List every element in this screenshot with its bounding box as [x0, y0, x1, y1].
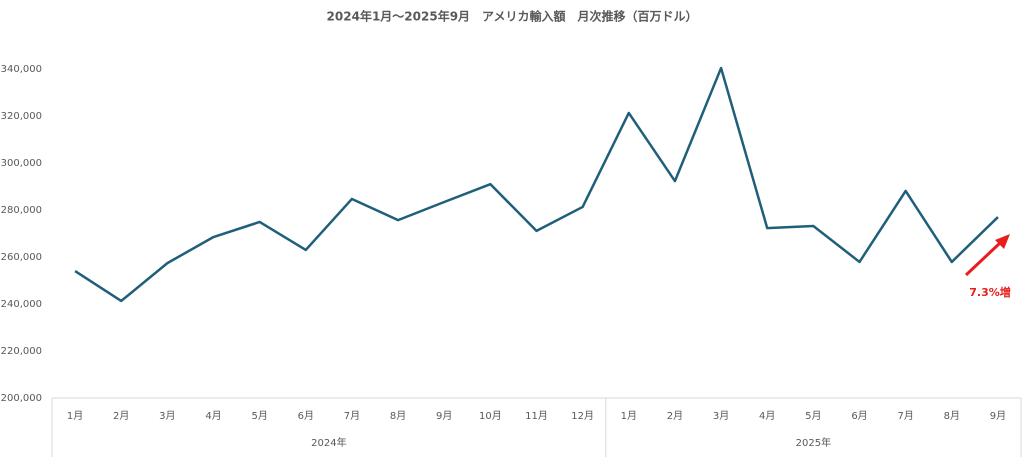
x-tick-label: 11月	[525, 410, 548, 422]
x-tick-label: 1月	[621, 410, 637, 422]
y-tick-label: 340,000	[1, 64, 42, 75]
line-series	[74, 66, 999, 303]
x-tick-label: 7月	[344, 410, 360, 422]
x-tick-label: 4月	[205, 410, 221, 422]
chart-title: 2024年1月～2025年9月 アメリカ輸入額 月次推移（百万ドル）	[327, 9, 698, 24]
x-tick-label: 6月	[298, 410, 314, 422]
x-tick-label: 2月	[113, 410, 129, 422]
x-tick-label: 6月	[851, 410, 867, 422]
x-tick-label: 10月	[479, 410, 502, 422]
x-tick-label: 3月	[159, 410, 175, 422]
x-tick-label: 7月	[897, 410, 913, 422]
x-tick-label: 9月	[436, 410, 452, 422]
y-tick-label: 240,000	[1, 299, 42, 310]
x-tick-label: 5月	[805, 410, 821, 422]
y-tick-label: 280,000	[1, 205, 42, 216]
x-tick-label: 2月	[667, 410, 683, 422]
y-tick-label: 320,000	[1, 111, 42, 122]
y-tick-label: 300,000	[1, 158, 42, 169]
group-label: 2025年	[796, 436, 831, 449]
x-tick-label: 8月	[390, 410, 406, 422]
x-tick-label: 8月	[944, 410, 960, 422]
x-tick-label: 3月	[713, 410, 729, 422]
annotation-arrow	[964, 241, 1002, 277]
y-tick-label: 200,000	[1, 393, 42, 404]
y-tick-label: 220,000	[1, 346, 42, 357]
x-tick-label: 9月	[990, 410, 1006, 422]
group-label: 2024年	[311, 436, 346, 449]
y-tick-label: 260,000	[1, 252, 42, 263]
x-tick-label: 12月	[571, 410, 594, 422]
x-tick-label: 1月	[67, 410, 83, 422]
annotation-arrowhead	[995, 234, 1010, 249]
annotation: 7.3%増	[969, 285, 1011, 299]
x-tick-label: 4月	[759, 410, 775, 422]
x-tick-label: 5月	[251, 410, 267, 422]
